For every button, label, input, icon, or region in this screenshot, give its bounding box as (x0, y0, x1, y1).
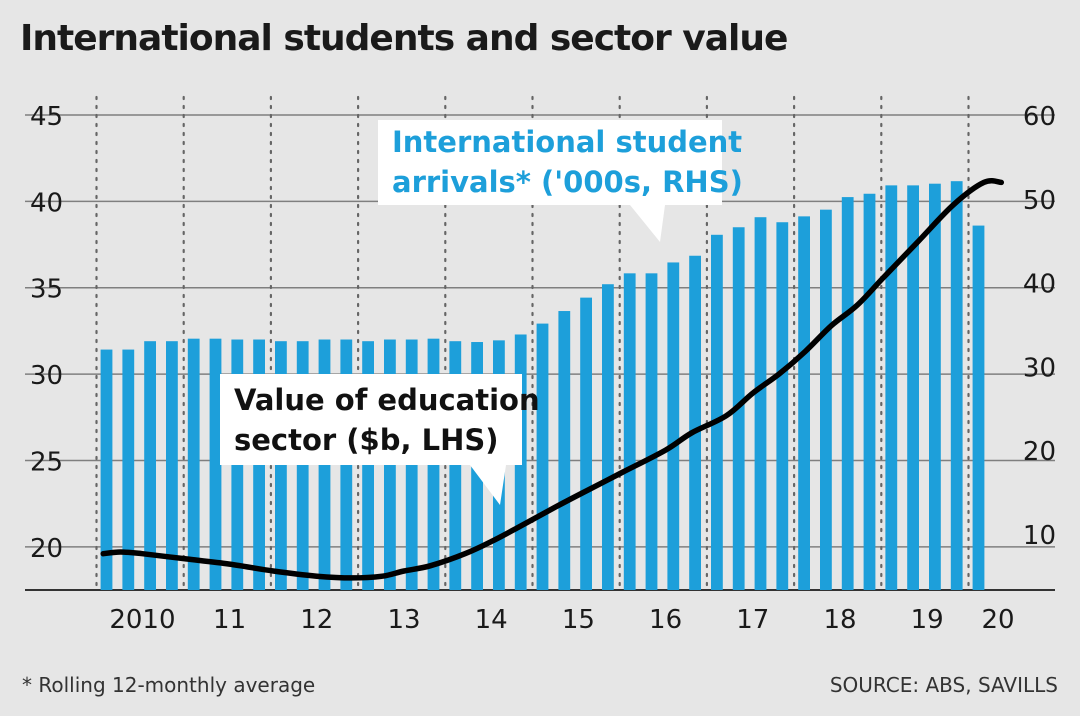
x-tick-label: 19 (911, 605, 944, 635)
bar (689, 255, 701, 591)
bar (100, 349, 113, 590)
bar (863, 193, 876, 590)
bar (841, 197, 854, 591)
bar (275, 341, 287, 590)
y-axis-right: 10 20 30 40 50 60 (1023, 102, 1056, 551)
x-tick-label: 11 (213, 605, 246, 635)
line-annotation-line1: Value of education (234, 383, 540, 417)
chart-title: International students and sector value (20, 18, 787, 59)
line-series (100, 177, 1005, 581)
y-right-tick-label: 50 (1023, 186, 1056, 216)
x-axis: 2010 11 12 13 14 15 16 17 18 19 20 (109, 605, 1014, 635)
bar (711, 234, 723, 590)
bar (536, 323, 549, 590)
y-left-tick-label: 25 (30, 447, 63, 477)
bar (929, 183, 941, 590)
y-right-tick-label: 10 (1023, 521, 1056, 551)
line-annotation-box (220, 374, 522, 505)
bar-annotation-line2: arrivals* ('000s, RHS) (392, 165, 743, 199)
bar (144, 341, 156, 590)
x-tick-label: 15 (562, 605, 595, 635)
bar (122, 349, 135, 590)
bar (296, 341, 309, 590)
x-tick-label: 18 (823, 605, 856, 635)
bar (362, 341, 374, 590)
bar (580, 297, 592, 590)
y-left-tick-label: 45 (30, 102, 63, 132)
bar (820, 209, 832, 590)
y-right-tick-label: 20 (1023, 437, 1056, 467)
x-tick-label: 17 (736, 605, 769, 635)
line-path (100, 177, 1005, 581)
footnote: * Rolling 12-monthly average (22, 673, 315, 697)
bar (602, 284, 614, 590)
y-axis-left: 20 25 30 35 40 45 (30, 102, 63, 564)
x-tick-label: 12 (300, 605, 333, 635)
bar (776, 222, 789, 591)
bar-annotation-box (378, 120, 722, 242)
bar-annotation: International student arrivals* ('000s, … (378, 120, 743, 242)
y-left-tick-label: 35 (30, 275, 63, 305)
y-right-tick-label: 30 (1023, 353, 1056, 383)
line-annotation: Value of education sector ($b, LHS) (220, 374, 540, 505)
bar (449, 341, 462, 590)
bar (798, 216, 810, 591)
source: SOURCE: ABS, SAVILLS (830, 673, 1058, 697)
y-left-tick-label: 40 (30, 188, 63, 218)
bar (950, 181, 963, 591)
bar (645, 273, 658, 590)
x-tick-label: 14 (475, 605, 508, 635)
bar (667, 262, 680, 590)
bar (187, 338, 200, 590)
x-tick-label: 13 (387, 605, 420, 635)
bar (972, 225, 985, 590)
bar (209, 338, 222, 590)
bar (623, 273, 636, 590)
bar (166, 341, 178, 590)
y-right-tick-label: 60 (1023, 102, 1056, 132)
x-tick-label: 20 (981, 605, 1014, 635)
x-tick-label: 16 (649, 605, 682, 635)
bar (754, 217, 767, 590)
bar (885, 185, 898, 591)
bar-annotation-line1: International student (392, 125, 742, 159)
y-right-tick-label: 40 (1023, 270, 1056, 300)
y-left-tick-label: 30 (30, 361, 63, 391)
x-tick-label: 2010 (109, 605, 175, 635)
bar (907, 185, 919, 591)
y-left-tick-label: 20 (30, 534, 63, 564)
bar (558, 311, 571, 590)
line-annotation-line2: sector ($b, LHS) (234, 423, 499, 457)
